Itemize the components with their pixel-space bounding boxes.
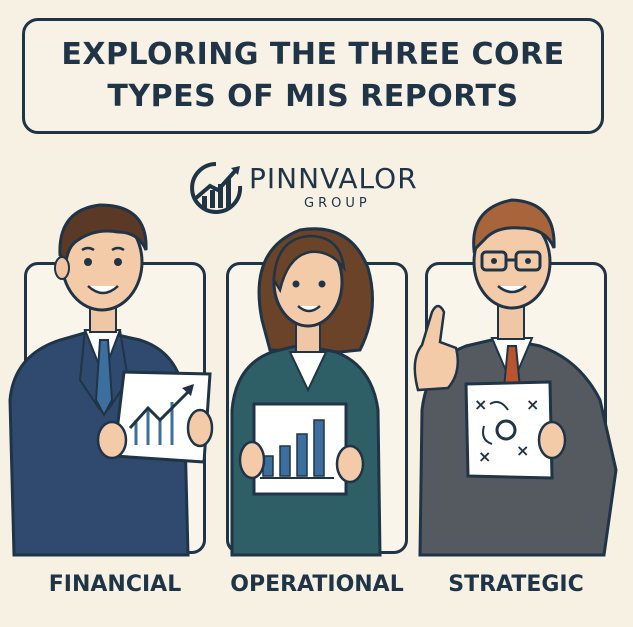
label-strategic: STRATEGIC <box>448 572 584 597</box>
title-line-1: EXPLORING THE THREE CORE <box>61 37 565 72</box>
label-financial: FINANCIAL <box>48 572 182 597</box>
title-line-2: TYPES OF MIS REPORTS <box>107 79 519 114</box>
rising-chart-circle-icon <box>190 162 243 214</box>
financial-person <box>8 203 214 557</box>
strategy-play-icon: × × × × <box>464 380 554 480</box>
svg-text:×: × <box>478 447 491 466</box>
label-operational: OPERATIONAL <box>230 572 404 597</box>
company-logo: PINNVALOR GROUP <box>186 158 446 220</box>
strategic-person: × × × × <box>413 198 618 557</box>
illustration-scene: × × × × <box>8 198 618 557</box>
bar-chart-icon <box>252 402 348 496</box>
title-banner: EXPLORING THE THREE CORE TYPES OF MIS RE… <box>22 18 604 134</box>
logo-name: PINNVALOR <box>249 162 418 195</box>
svg-text:×: × <box>526 395 539 414</box>
operational-person <box>230 227 382 557</box>
logo-subtitle: GROUP <box>304 196 371 211</box>
svg-text:×: × <box>474 395 487 414</box>
svg-text:×: × <box>516 441 529 460</box>
